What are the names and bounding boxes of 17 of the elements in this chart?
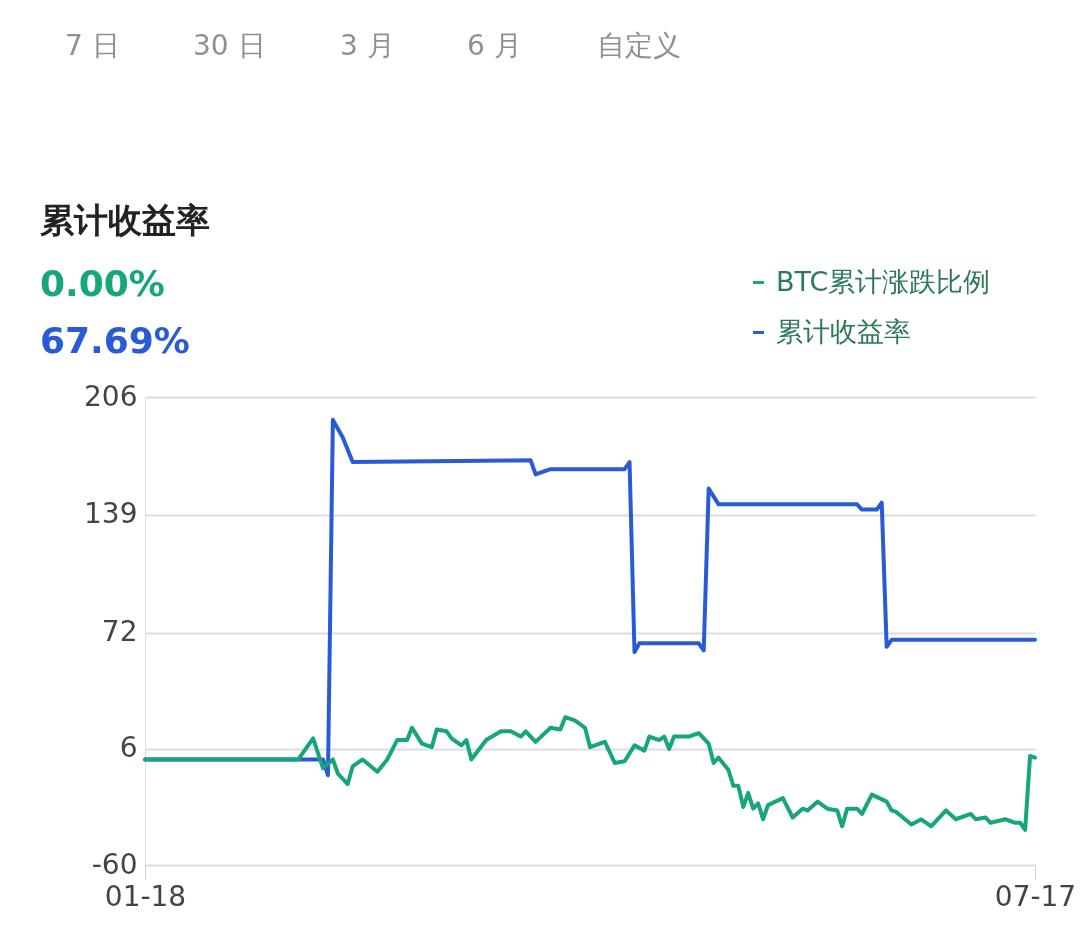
legend-label: BTC累计涨跌比例 bbox=[776, 265, 991, 297]
y-tick-label: 6 bbox=[119, 731, 138, 765]
y-tick-label: 72 bbox=[101, 615, 138, 649]
text: 3 月 bbox=[340, 29, 395, 62]
y-tick-label: -60 bbox=[91, 847, 138, 881]
x-tick-label: 07-17 bbox=[994, 879, 1077, 913]
text: 自定义 bbox=[597, 29, 681, 62]
text: 6 月 bbox=[467, 29, 522, 62]
text: 7 日 bbox=[65, 29, 120, 62]
legend-label: 累计收益率 bbox=[776, 315, 911, 347]
chart-title: 累计收益率 bbox=[40, 200, 210, 240]
y-tick-label: 139 bbox=[84, 497, 138, 531]
text: 67.69% bbox=[40, 320, 190, 361]
text: 30 日 bbox=[193, 29, 266, 62]
text: 0.00% bbox=[40, 263, 165, 304]
x-tick-label: 01-18 bbox=[104, 879, 187, 913]
y-tick-label: 206 bbox=[84, 379, 138, 413]
